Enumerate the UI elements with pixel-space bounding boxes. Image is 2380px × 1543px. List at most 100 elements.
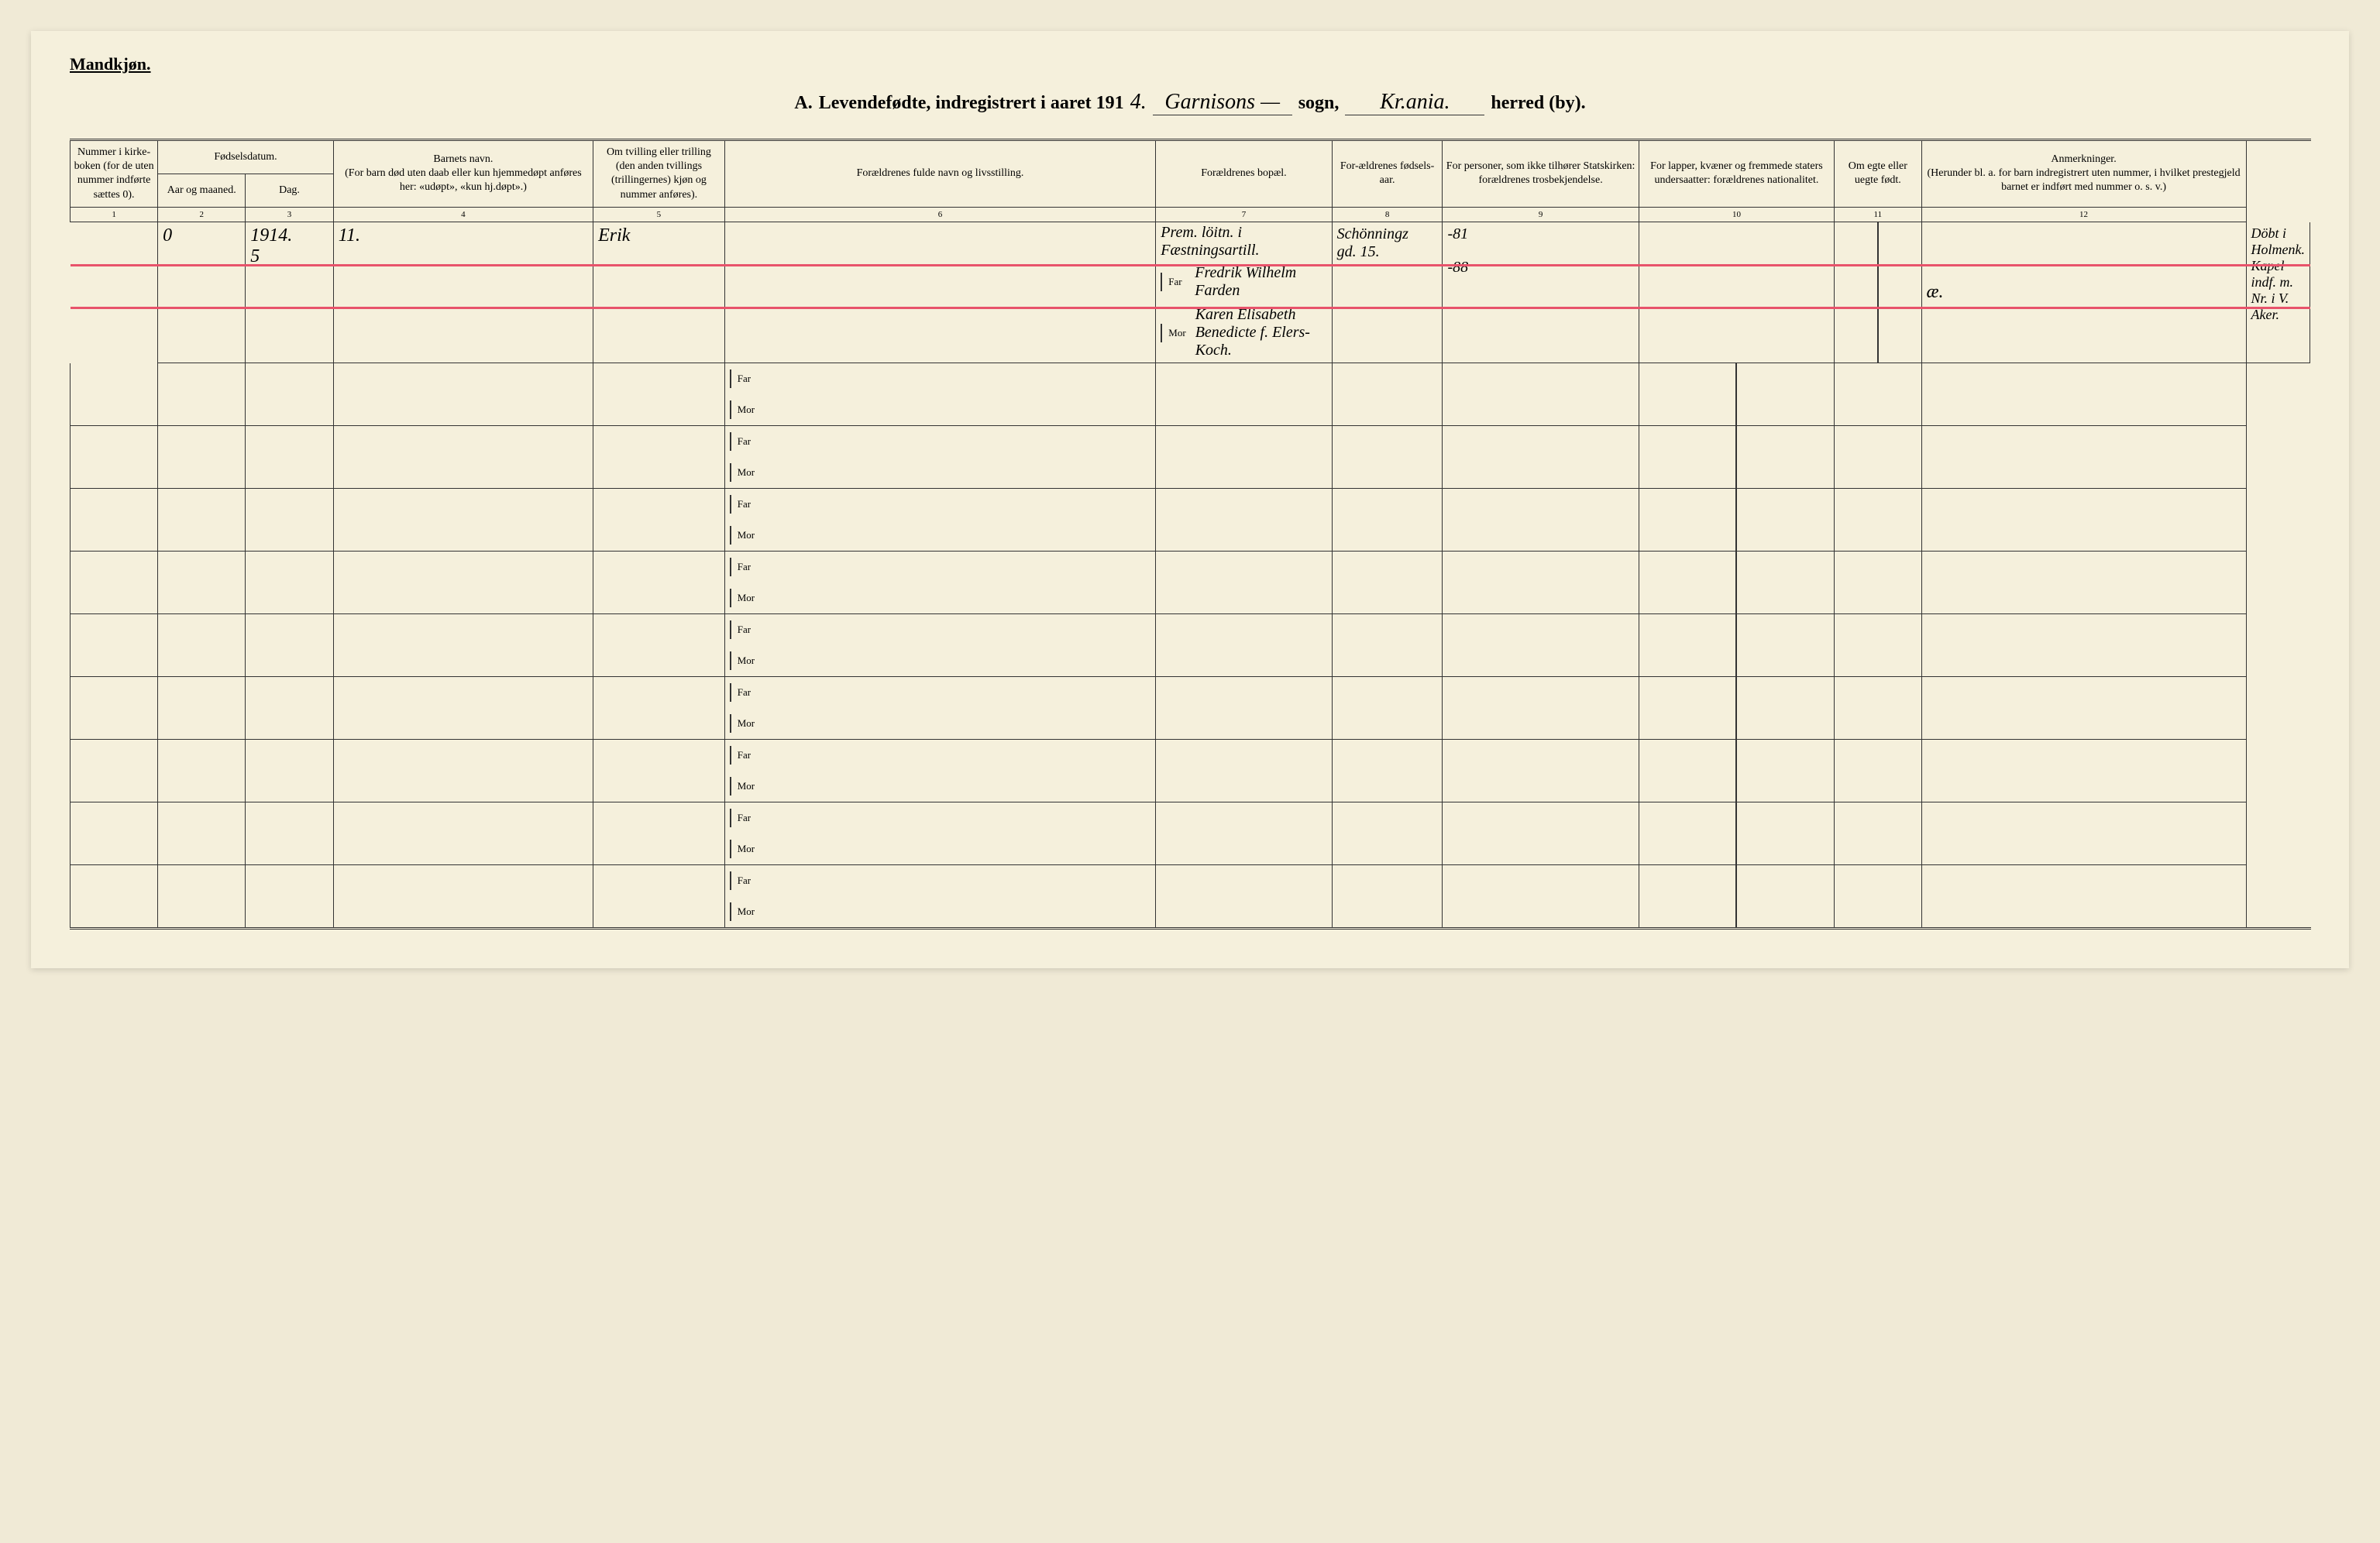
table-row: 0 1914. 5 11. Erik Prem. löitn. i Fæstni… xyxy=(71,222,2311,363)
cell xyxy=(1835,802,1921,865)
col-num: 6 xyxy=(724,207,1156,222)
cell xyxy=(246,489,334,552)
mor-label: Mor xyxy=(730,902,761,921)
cell-parents: Far Mor xyxy=(724,363,1156,426)
table-row: Far Mor xyxy=(71,552,2311,614)
col-number-row: 1 2 3 4 5 6 7 8 9 10 11 12 xyxy=(71,207,2311,222)
far-label: Far xyxy=(730,683,761,702)
cell xyxy=(593,802,725,865)
cell xyxy=(593,363,725,426)
cell xyxy=(246,802,334,865)
col-header-2: Aar og maaned. xyxy=(158,174,246,208)
mor-label: Mor xyxy=(730,840,761,858)
far-label: Far xyxy=(730,620,761,639)
col-num: 12 xyxy=(1921,207,2246,222)
cell xyxy=(71,552,158,614)
cell xyxy=(1835,677,1921,740)
cell-parents: Far Mor xyxy=(724,552,1156,614)
cell xyxy=(1443,363,1639,426)
cell xyxy=(158,677,246,740)
cell xyxy=(246,677,334,740)
col-header-1: Nummer i kirke-boken (for de uten nummer… xyxy=(71,140,158,208)
col-header-11: Om egte eller uegte født. xyxy=(1835,140,1921,208)
table-row: Far Mor xyxy=(71,677,2311,740)
far-label: Far xyxy=(1161,273,1192,291)
cell xyxy=(593,426,725,489)
cell-religion xyxy=(1639,222,1834,363)
cell xyxy=(333,489,593,552)
col-header-5: Om tvilling eller trilling (den anden tv… xyxy=(593,140,725,208)
cell xyxy=(1156,426,1332,489)
col-num: 4 xyxy=(333,207,593,222)
cell-residence: Schönningz gd. 15. xyxy=(1332,222,1443,363)
cell-year: 1914. xyxy=(250,225,328,246)
cell xyxy=(246,363,334,426)
cell xyxy=(1835,552,1921,614)
cell xyxy=(71,426,158,489)
cell-parents: Far Mor xyxy=(724,865,1156,929)
cell xyxy=(1639,552,1834,614)
col-header-10: For lapper, kvæner og fremmede staters u… xyxy=(1639,140,1834,208)
header-row: Nummer i kirke-boken (for de uten nummer… xyxy=(71,140,2311,174)
remark-2: indf. m. Nr. i V. Aker. xyxy=(2251,274,2305,323)
cell xyxy=(593,552,725,614)
cell xyxy=(1156,740,1332,802)
cell xyxy=(1156,865,1332,929)
cell-parents: Far Mor xyxy=(724,426,1156,489)
cell xyxy=(333,426,593,489)
year-suffix: 4. xyxy=(1130,90,1147,115)
cell xyxy=(158,489,246,552)
col-num: 5 xyxy=(593,207,725,222)
gender-label: Mandkjøn. xyxy=(70,54,2310,74)
cell xyxy=(1332,865,1443,929)
cell-parents: Far Mor xyxy=(724,802,1156,865)
far-label: Far xyxy=(730,495,761,514)
cell-twin xyxy=(724,222,1156,363)
cell xyxy=(1332,426,1443,489)
cell xyxy=(1443,552,1639,614)
mor-label: Mor xyxy=(1161,324,1192,342)
cell xyxy=(333,363,593,426)
cell xyxy=(246,552,334,614)
cell xyxy=(71,865,158,929)
col-header-4: Barnets navn. (For barn død uten daab el… xyxy=(333,140,593,208)
cell xyxy=(593,677,725,740)
col-num: 9 xyxy=(1443,207,1639,222)
cell xyxy=(1921,489,2246,552)
cell-yearmonth: 1914. 5 xyxy=(246,222,334,363)
cell-birthyears: -81 -88 xyxy=(1443,222,1639,363)
col-num: 2 xyxy=(158,207,246,222)
cell xyxy=(1835,426,1921,489)
table-row: Far Mor xyxy=(71,614,2311,677)
cell xyxy=(333,552,593,614)
cell xyxy=(1443,426,1639,489)
cell xyxy=(1332,740,1443,802)
cell xyxy=(158,614,246,677)
cell xyxy=(1156,489,1332,552)
cell xyxy=(593,614,725,677)
cell xyxy=(593,865,725,929)
far-label: Far xyxy=(730,809,761,827)
cell xyxy=(1921,552,2246,614)
cell-name: Erik xyxy=(593,222,725,363)
col-num: 10 xyxy=(1639,207,1834,222)
cell-day: 11. xyxy=(333,222,593,363)
cell xyxy=(1156,614,1332,677)
cell xyxy=(1332,552,1443,614)
cell xyxy=(1921,426,2246,489)
title-prefix: A. xyxy=(794,93,812,114)
cell xyxy=(1921,614,2246,677)
occupation: Prem. löitn. i Fæstningsartill. xyxy=(1156,222,1331,261)
table-row: Far Mor xyxy=(71,363,2311,426)
cell xyxy=(1156,802,1332,865)
cell xyxy=(1639,489,1834,552)
mother-name: Karen Elisabeth Benedicte f. Elers-Koch. xyxy=(1192,303,1332,363)
cell xyxy=(1639,740,1834,802)
cell xyxy=(71,363,158,426)
mor-label: Mor xyxy=(730,777,761,796)
far-label: Far xyxy=(730,871,761,890)
col-header-8: For-ældrenes fødsels-aar. xyxy=(1332,140,1443,208)
col-header-2-group: Fødselsdatum. xyxy=(158,140,334,174)
cell xyxy=(1639,614,1834,677)
col-num: 8 xyxy=(1332,207,1443,222)
